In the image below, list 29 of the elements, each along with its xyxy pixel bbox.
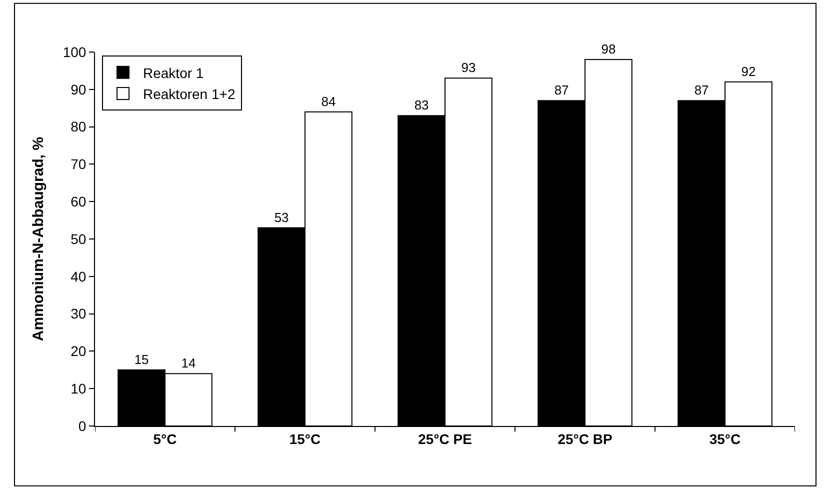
- x-tick-label: 35°C: [709, 430, 741, 447]
- y-tick-label: 40: [70, 268, 86, 284]
- y-tick-label: 70: [70, 156, 86, 172]
- y-tick-label: 90: [70, 81, 86, 98]
- data-label: 84: [321, 94, 336, 109]
- data-label: 98: [601, 41, 616, 56]
- y-tick-label: 80: [70, 118, 86, 135]
- legend-label: Reaktor 1: [143, 64, 204, 81]
- y-tick-label: 60: [70, 194, 86, 210]
- x-tick-label: 25°C PE: [418, 430, 472, 447]
- x-tick-label: 15°C: [289, 430, 321, 447]
- y-tick-label: 20: [70, 343, 86, 360]
- y-tick-label: 0: [78, 418, 86, 434]
- data-label: 14: [181, 356, 196, 371]
- data-label: 92: [741, 64, 756, 79]
- y-tick-label: 30: [70, 306, 86, 322]
- data-label: 15: [134, 352, 149, 367]
- data-label: 53: [274, 210, 289, 225]
- x-tick-label: 5°C: [153, 430, 177, 447]
- y-axis-title: Ammonium-N-Abbaugrad, %: [30, 136, 48, 342]
- y-tick-label: 50: [70, 230, 86, 247]
- data-label: 87: [694, 82, 709, 98]
- data-label: 93: [461, 60, 476, 76]
- data-label: 83: [414, 98, 429, 113]
- legend-label: Reaktoren 1+2: [143, 86, 236, 102]
- data-label: 87: [554, 82, 569, 98]
- y-tick-label: 10: [70, 380, 86, 396]
- y-tick-label: 100: [62, 44, 86, 60]
- x-tick-label: 25°C BP: [558, 430, 612, 447]
